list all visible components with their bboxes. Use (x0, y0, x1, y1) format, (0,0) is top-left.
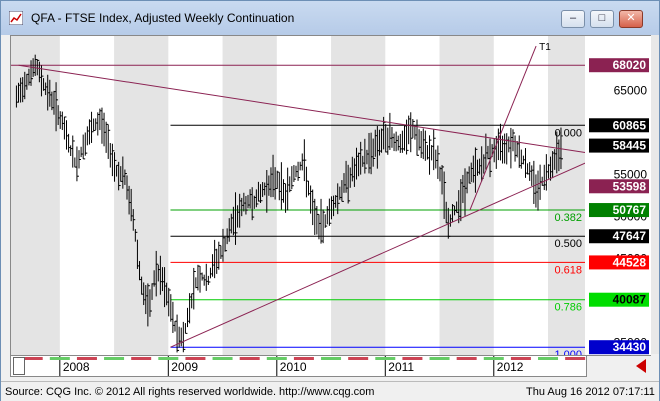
time-axis[interactable]: 2008 2009 2010 2011 2012 (10, 355, 587, 377)
source-credit: Source: CQG Inc. © 2012 All rights reser… (5, 386, 375, 398)
trendline (469, 45, 537, 211)
quarter-marker (212, 357, 233, 360)
fib-level-label: 0.786 (554, 302, 582, 314)
fib-level-label: 0.500 (554, 238, 582, 250)
quarter-marker (293, 357, 314, 360)
price-label-text: 53598 (613, 179, 647, 193)
quarter-marker (185, 357, 206, 360)
price-label-box (589, 203, 649, 218)
title-bar[interactable]: QFA - FTSE Index, Adjusted Weekly Contin… (1, 1, 659, 35)
quarter-marker (321, 357, 342, 360)
status-bar: Source: CQG Inc. © 2012 All rights reser… (1, 381, 659, 401)
year-band (11, 36, 60, 355)
price-label-text: 60865 (613, 118, 647, 132)
year-tick-label: 2009 (171, 360, 198, 374)
year-band (439, 36, 494, 355)
price-label-box (589, 138, 649, 153)
quarter-marker (483, 357, 504, 360)
fib-level-label: 1.000 (554, 349, 582, 356)
year-tick-label: 2010 (280, 360, 307, 374)
price-label-box (589, 179, 649, 194)
quarter-marker (456, 357, 477, 360)
price-scale[interactable]: 6500055000500004500035000680206086558445… (585, 35, 651, 356)
quarter-marker (49, 357, 70, 360)
quarter-marker (22, 357, 43, 360)
close-button[interactable]: ✕ (619, 10, 643, 28)
price-label-text: 34430 (613, 340, 647, 354)
quarter-marker (510, 357, 531, 360)
trendline (170, 162, 586, 348)
quarter-marker (104, 357, 125, 360)
fib-level-label: 0.382 (554, 212, 582, 224)
scroll-left-arrow-icon[interactable] (632, 357, 652, 375)
fib-level-label: 0.000 (554, 127, 582, 139)
price-label-text: 58445 (613, 139, 647, 153)
price-label-box (589, 340, 649, 355)
price-label-text: 40087 (613, 293, 647, 307)
timestamp: Thu Aug 16 2012 07:17:11 (526, 386, 655, 398)
year-band (331, 36, 386, 355)
year-tick-label: 2012 (497, 360, 524, 374)
price-label-text: 47647 (613, 229, 647, 243)
quarter-marker (158, 357, 179, 360)
minimize-button[interactable]: – (561, 10, 585, 28)
maximize-button[interactable]: □ (590, 10, 614, 28)
quarter-marker (348, 357, 369, 360)
chart-app-icon (9, 11, 23, 25)
year-tick-label: 2011 (388, 360, 414, 374)
price-tick-label: 55000 (614, 168, 648, 182)
trendline (18, 64, 586, 154)
price-label-box (589, 118, 649, 133)
scroll-handle[interactable] (13, 357, 25, 375)
trendline-label: T1 (539, 42, 551, 53)
window-title: QFA - FTSE Index, Adjusted Weekly Contin… (31, 11, 295, 25)
scale-margin (651, 35, 659, 354)
quarter-marker (239, 357, 260, 360)
quarter-marker (565, 357, 586, 360)
year-band (548, 36, 586, 355)
price-label-text: 50767 (613, 203, 647, 217)
price-label-box (589, 58, 649, 73)
year-band (114, 36, 169, 355)
quarter-marker (402, 357, 423, 360)
quarter-marker (76, 357, 97, 360)
price-label-box (589, 229, 649, 244)
quarter-marker (375, 357, 396, 360)
year-tick-label: 2008 (63, 360, 90, 374)
price-label-box (589, 292, 649, 307)
price-label-text: 44528 (613, 255, 647, 269)
quarter-marker (131, 357, 152, 360)
fib-level-label: 0.618 (554, 264, 582, 276)
price-tick-label: 65000 (614, 84, 648, 98)
quarter-marker (266, 357, 287, 360)
quarter-marker (538, 357, 559, 360)
quarter-marker (429, 357, 450, 360)
price-label-text: 68020 (613, 58, 647, 72)
price-label-box (589, 255, 649, 270)
